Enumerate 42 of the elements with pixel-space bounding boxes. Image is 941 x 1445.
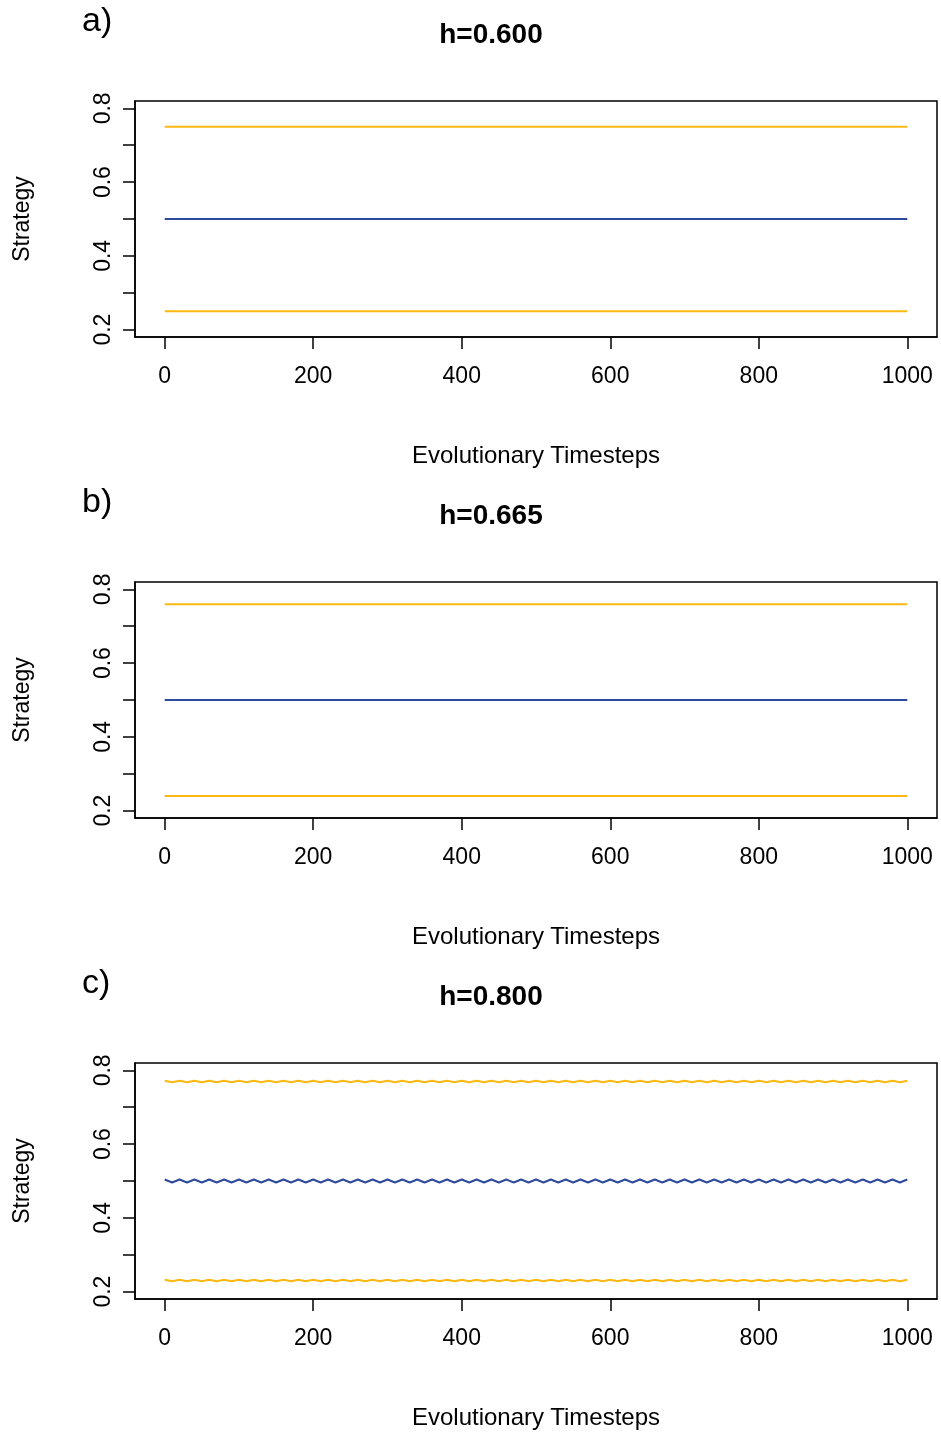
y-tick-label: 0.2 — [88, 794, 115, 827]
x-tick-label: 200 — [294, 842, 333, 869]
y-tick-label: 0.8 — [88, 92, 115, 125]
x-tick-label: 0 — [158, 842, 172, 869]
y-tick-label: 0.8 — [88, 573, 115, 606]
x-tick-label: 200 — [294, 361, 333, 388]
y-tick-label: 0.2 — [88, 1275, 115, 1308]
text: b) — [82, 481, 113, 519]
y-tick-label: 0.2 — [88, 313, 115, 346]
x-tick-label: 400 — [442, 1323, 481, 1350]
x-tick-label: 1000 — [881, 1323, 933, 1350]
x-tick-label: 600 — [591, 361, 630, 388]
x-tick-label: 400 — [442, 361, 481, 388]
x-tick-label: 800 — [739, 1323, 778, 1350]
chart-title: h=0.800 — [439, 979, 543, 1011]
y-tick-label: 0.6 — [88, 166, 115, 199]
y-tick-label: 0.8 — [88, 1054, 115, 1087]
y-axis-title: Strategy — [7, 1137, 34, 1224]
x-tick-label: 600 — [591, 1323, 630, 1350]
x-axis-title: Evolutionary Timesteps — [411, 1402, 661, 1430]
y-axis-title: Strategy — [7, 656, 34, 743]
text: c) — [82, 962, 111, 1000]
x-tick-label: 200 — [294, 1323, 333, 1350]
x-tick-label: 1000 — [881, 361, 933, 388]
y-tick-label: 0.4 — [88, 720, 115, 753]
x-tick-label: 600 — [591, 842, 630, 869]
x-tick-label: 400 — [442, 842, 481, 869]
chart-title: h=0.600 — [439, 17, 543, 49]
y-tick-label: 0.4 — [88, 239, 115, 272]
x-tick-label: 0 — [158, 361, 172, 388]
x-tick-label: 800 — [739, 361, 778, 388]
y-tick-label: 0.6 — [88, 647, 115, 680]
x-tick-label: 1000 — [881, 842, 933, 869]
y-axis-title: Strategy — [7, 175, 34, 262]
x-axis-title: Evolutionary Timesteps — [411, 440, 661, 468]
y-tick-label: 0.6 — [88, 1128, 115, 1161]
x-tick-label: 0 — [158, 1323, 172, 1350]
text: a) — [82, 0, 113, 38]
y-tick-label: 0.4 — [88, 1201, 115, 1234]
x-tick-label: 800 — [739, 842, 778, 869]
chart-title: h=0.665 — [439, 498, 543, 530]
x-axis-title: Evolutionary Timesteps — [411, 921, 661, 949]
